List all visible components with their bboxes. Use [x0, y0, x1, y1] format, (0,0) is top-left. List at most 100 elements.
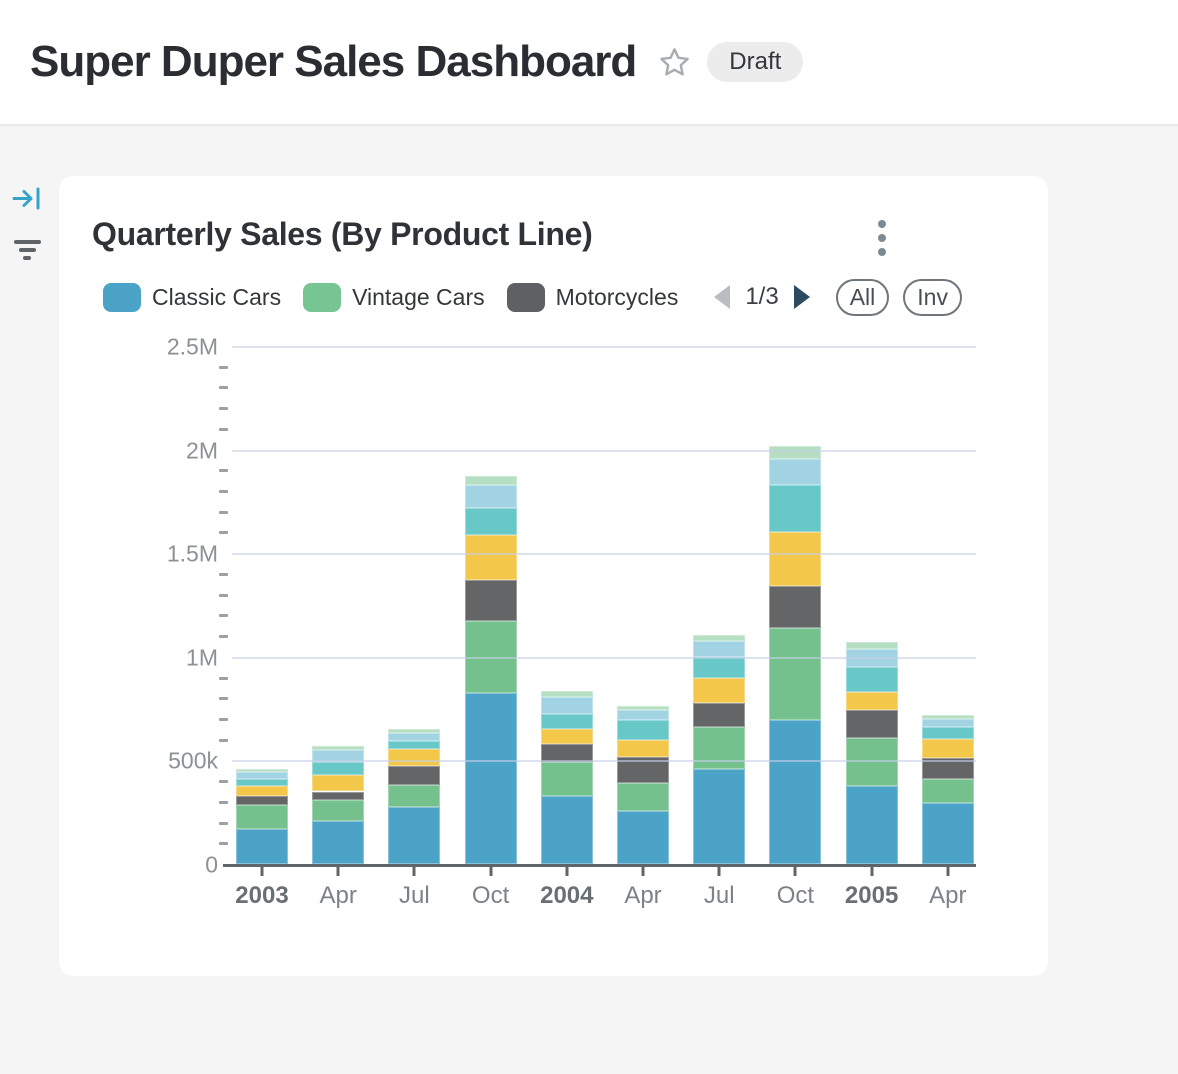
bar-segment[interactable] — [464, 692, 517, 864]
legend-item[interactable]: Motorcycles — [506, 282, 678, 312]
bar-segment[interactable] — [540, 796, 593, 864]
bar-segment[interactable] — [540, 762, 593, 797]
bar[interactable] — [312, 746, 365, 864]
bar-segment[interactable] — [921, 779, 974, 803]
bar-segment[interactable] — [845, 692, 898, 711]
bar[interactable] — [693, 635, 746, 864]
bar-segment[interactable] — [388, 733, 441, 742]
bar-segment[interactable] — [693, 656, 746, 678]
bar-segment[interactable] — [312, 775, 365, 792]
bar-segment[interactable] — [921, 802, 974, 864]
bar-segment[interactable] — [693, 768, 746, 864]
bar-segment[interactable] — [617, 705, 669, 711]
bar[interactable] — [540, 691, 593, 864]
bar-segment[interactable] — [769, 458, 822, 486]
y-minor-tick — [219, 593, 228, 597]
bar-segment[interactable] — [845, 666, 898, 693]
legend-item[interactable]: Classic Cars — [103, 282, 281, 312]
bar-segment[interactable] — [540, 744, 593, 763]
legend-select-all-button[interactable]: All — [835, 278, 890, 316]
bar-segment[interactable] — [540, 691, 593, 698]
gridline — [232, 656, 976, 659]
bar-segment[interactable] — [693, 703, 746, 728]
bar-segment[interactable] — [312, 746, 365, 751]
bar-segment[interactable] — [236, 804, 288, 830]
bar-segment[interactable] — [464, 484, 517, 509]
bar-segment[interactable] — [388, 741, 441, 749]
bar-segment[interactable] — [464, 534, 517, 581]
bar-segment[interactable] — [236, 769, 288, 773]
bar-segment[interactable] — [388, 748, 441, 767]
bar-segment[interactable] — [693, 677, 746, 704]
x-axis-label: Jul — [399, 882, 430, 909]
bar-segment[interactable] — [464, 508, 517, 535]
bar-segment[interactable] — [769, 532, 822, 586]
legend-item[interactable]: Vintage Cars — [303, 282, 485, 312]
bar-segment[interactable] — [617, 739, 669, 758]
bar[interactable] — [769, 446, 822, 864]
bar-segment[interactable] — [236, 785, 288, 797]
bar[interactable] — [464, 476, 517, 864]
gridline — [232, 449, 976, 452]
bar-segment[interactable] — [921, 715, 974, 720]
bar-segment[interactable] — [845, 641, 898, 649]
y-minor-tick — [219, 510, 228, 514]
bar-segment[interactable] — [769, 628, 822, 720]
bar-segment[interactable] — [236, 779, 288, 786]
status-badge: Draft — [707, 41, 804, 83]
bar-segment[interactable] — [769, 585, 822, 628]
bar-segment[interactable] — [769, 485, 822, 533]
bar-segment[interactable] — [540, 714, 593, 730]
bar-segment[interactable] — [236, 829, 288, 864]
star-outline-icon[interactable] — [658, 46, 691, 79]
legend-prev-icon[interactable] — [714, 285, 731, 309]
bar-segment[interactable] — [388, 766, 441, 785]
y-minor-tick — [219, 365, 228, 369]
legend-next-icon[interactable] — [793, 285, 810, 309]
bar-segment[interactable] — [921, 726, 974, 739]
kebab-menu-icon[interactable] — [878, 220, 886, 256]
bar-segment[interactable] — [617, 710, 669, 721]
bar-segment[interactable] — [312, 820, 365, 864]
legend-invert-button[interactable]: Inv — [903, 278, 962, 316]
bar[interactable] — [236, 769, 288, 864]
bar-segment[interactable] — [617, 810, 669, 864]
bar-segment[interactable] — [312, 791, 365, 800]
bar-segment[interactable] — [236, 796, 288, 805]
bar-segment[interactable] — [693, 727, 746, 769]
bar-segment[interactable] — [312, 799, 365, 821]
bar-segment[interactable] — [464, 476, 517, 485]
bar[interactable] — [921, 715, 974, 864]
bar-segment[interactable] — [769, 446, 822, 459]
bar-segment[interactable] — [845, 710, 898, 739]
chart-widget-card: Quarterly Sales (By Product Line) Classi… — [59, 176, 1048, 976]
bar-segment[interactable] — [388, 784, 441, 807]
x-axis-label: 2004 — [540, 882, 594, 909]
bar-segment[interactable] — [388, 729, 441, 734]
bar-segment[interactable] — [617, 783, 669, 811]
bar[interactable] — [845, 641, 898, 864]
bar-segment[interactable] — [921, 738, 974, 758]
bar-segment[interactable] — [312, 762, 365, 776]
bar-segment[interactable] — [540, 729, 593, 745]
x-axis-label: Oct — [471, 882, 510, 909]
collapse-panel-icon[interactable] — [12, 186, 41, 214]
x-axis-label: Apr — [624, 882, 662, 909]
gridline — [232, 553, 976, 556]
bar[interactable] — [388, 729, 441, 864]
bar-segment[interactable] — [540, 697, 593, 715]
filter-icon[interactable] — [12, 240, 42, 260]
bar-segment[interactable] — [236, 772, 288, 780]
bar-segment[interactable] — [845, 786, 898, 864]
bar-segment[interactable] — [617, 720, 669, 740]
bar-segment[interactable] — [693, 635, 746, 641]
bar[interactable] — [617, 705, 669, 864]
bar-segment[interactable] — [921, 757, 974, 780]
bar-segment[interactable] — [921, 719, 974, 727]
bar-segment[interactable] — [693, 640, 746, 657]
bar-segment[interactable] — [312, 750, 365, 763]
bar-segment[interactable] — [388, 806, 441, 864]
x-axis-label: Apr — [929, 882, 967, 909]
bar-segment[interactable] — [769, 719, 822, 864]
bar-segment[interactable] — [464, 580, 517, 622]
